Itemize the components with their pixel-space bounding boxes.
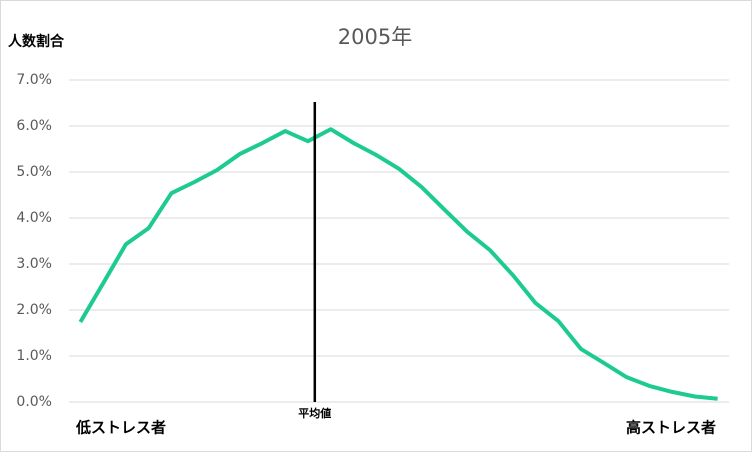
- mean-label: 平均値: [298, 406, 331, 420]
- y-tick-label: 0.0%: [16, 394, 52, 410]
- y-tick-label: 3.0%: [16, 256, 52, 272]
- y-tick-label: 2.0%: [16, 302, 52, 318]
- y-tick-label: 7.0%: [16, 72, 52, 88]
- x-start-label: 低ストレス者: [75, 419, 166, 437]
- chart-title: 2005年: [338, 25, 412, 49]
- y-axis-label: 人数割合: [8, 33, 65, 50]
- x-end-label: 高ストレス者: [626, 419, 716, 437]
- y-tick-label: 1.0%: [16, 348, 52, 364]
- y-tick-label: 6.0%: [16, 118, 52, 134]
- data-line: [78, 127, 718, 401]
- y-tick-label: 5.0%: [16, 164, 52, 180]
- y-tick-label: 4.0%: [16, 210, 52, 226]
